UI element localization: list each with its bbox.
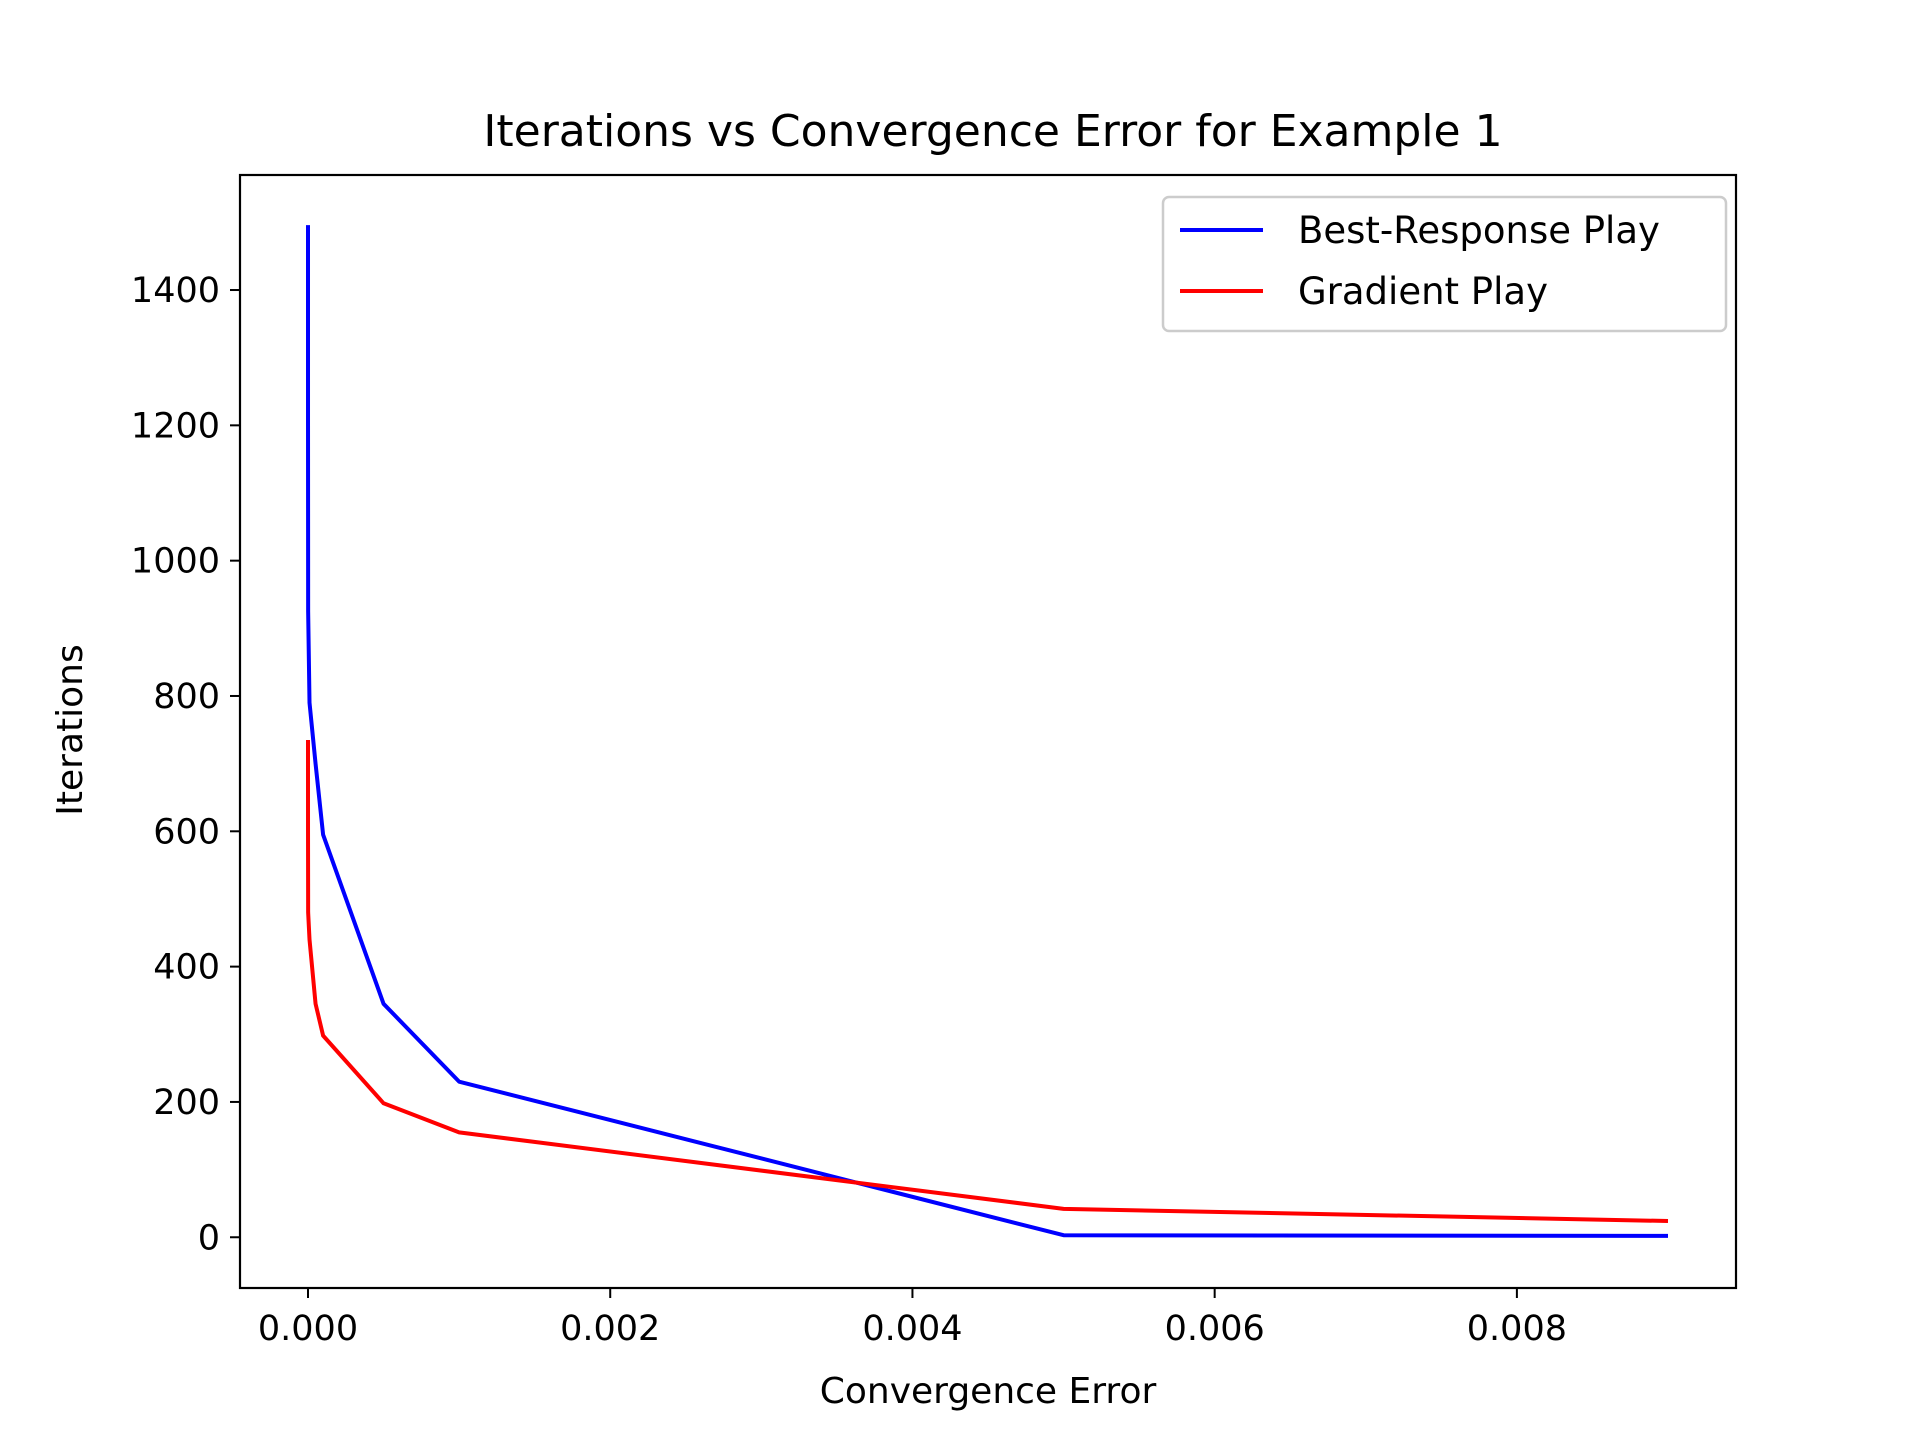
x-tick-label: 0.006 xyxy=(1165,1309,1265,1349)
x-axis-label: Convergence Error xyxy=(820,1371,1157,1412)
x-tick-label: 0.002 xyxy=(560,1309,660,1349)
y-tick-label: 1400 xyxy=(131,271,220,311)
legend: Best-Response Play Gradient Play xyxy=(1161,195,1728,333)
legend-label-2: Gradient Play xyxy=(1298,270,1548,313)
plot-area xyxy=(306,225,1669,1238)
x-tick-label: 0.004 xyxy=(862,1309,962,1349)
chart-title: Iterations vs Convergence Error for Exam… xyxy=(483,106,1502,157)
plot-frame xyxy=(238,173,1738,1290)
series-line-2 xyxy=(306,739,1669,1224)
x-axis: 0.000 0.002 0.004 0.006 0.008 xyxy=(258,1288,1567,1349)
y-tick-label: 600 xyxy=(153,812,220,852)
y-tick-label: 0 xyxy=(198,1218,220,1258)
y-axis-label: Iterations xyxy=(50,644,91,815)
x-tick-label: 0.008 xyxy=(1467,1309,1567,1349)
y-tick-label: 1200 xyxy=(131,406,220,446)
legend-label-1: Best-Response Play xyxy=(1298,209,1660,252)
y-tick-label: 800 xyxy=(153,677,220,717)
series-line-1 xyxy=(306,225,1669,1238)
y-tick-label: 400 xyxy=(153,948,220,988)
legend-box xyxy=(1161,195,1728,333)
y-axis: 0 200 400 600 800 1000 1200 1400 xyxy=(131,271,240,1258)
x-tick-label: 0.000 xyxy=(258,1309,358,1349)
y-tick-label: 200 xyxy=(153,1083,220,1123)
y-tick-label: 1000 xyxy=(131,542,220,582)
